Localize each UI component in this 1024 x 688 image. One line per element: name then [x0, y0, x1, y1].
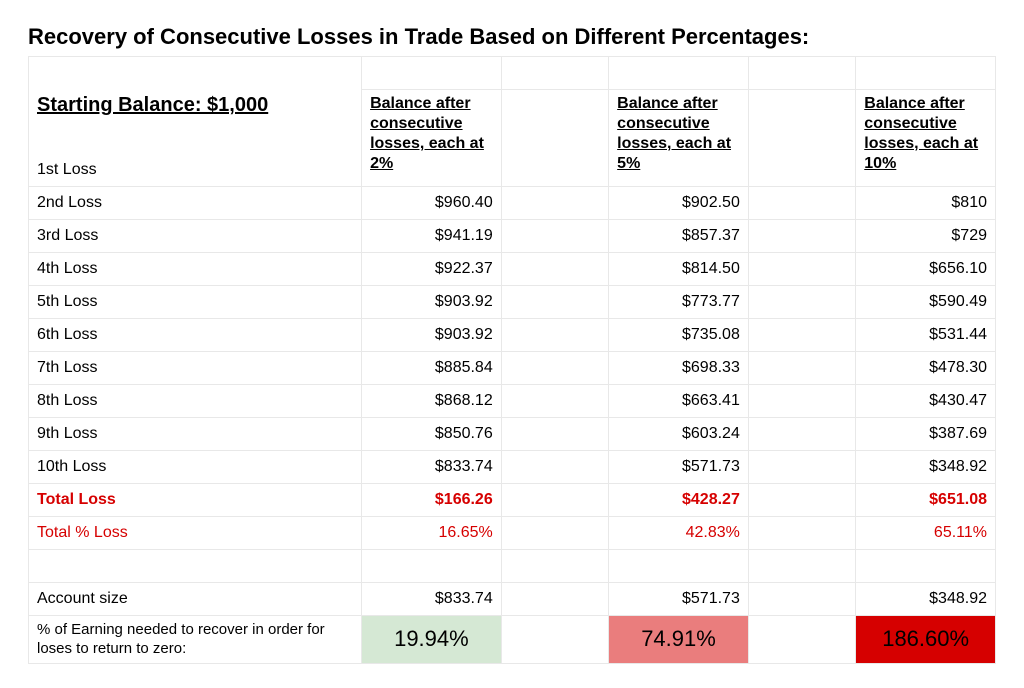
- table-row: 6th Loss $903.92 $735.08 $531.44: [29, 318, 996, 351]
- row-label: 4th Loss: [29, 252, 362, 285]
- recovery-2pct: 19.94%: [362, 615, 502, 663]
- cell-value: $166.26: [362, 483, 502, 516]
- cell-value: $663.41: [609, 384, 749, 417]
- table-row: 5th Loss $903.92 $773.77 $590.49: [29, 285, 996, 318]
- table-row: 8th Loss $868.12 $663.41 $430.47: [29, 384, 996, 417]
- recovery-5pct: 74.91%: [609, 615, 749, 663]
- table-row: 2nd Loss $960.40 $902.50 $810: [29, 186, 996, 219]
- row-label: Account size: [29, 582, 362, 615]
- table-row: 7th Loss $885.84 $698.33 $478.30: [29, 351, 996, 384]
- col-header-2pct: Balance after consecutive losses, each a…: [362, 90, 502, 187]
- cell-value: $656.10: [856, 252, 996, 285]
- cell-value: $603.24: [609, 417, 749, 450]
- row-label: 8th Loss: [29, 384, 362, 417]
- table-row: 3rd Loss $941.19 $857.37 $729: [29, 219, 996, 252]
- cell-value: $903.92: [362, 318, 502, 351]
- table-row: 9th Loss $850.76 $603.24 $387.69: [29, 417, 996, 450]
- cell-value: $810: [856, 186, 996, 219]
- row-label: 6th Loss: [29, 318, 362, 351]
- table-row: 4th Loss $922.37 $814.50 $656.10: [29, 252, 996, 285]
- cell-value: $735.08: [609, 318, 749, 351]
- account-size-row: Account size $833.74 $571.73 $348.92: [29, 582, 996, 615]
- row-label: 2nd Loss: [29, 186, 362, 219]
- cell-value: $814.50: [609, 252, 749, 285]
- row-label: Total Loss: [29, 483, 362, 516]
- cell-value: 42.83%: [609, 516, 749, 549]
- cell-value: $922.37: [362, 252, 502, 285]
- cell-value: $387.69: [856, 417, 996, 450]
- starting-balance: Starting Balance: $1,000: [29, 90, 362, 122]
- cell-value: $857.37: [609, 219, 749, 252]
- row-label: 5th Loss: [29, 285, 362, 318]
- cell-value: $348.92: [856, 450, 996, 483]
- table-row: [29, 549, 996, 582]
- cell-value: $833.74: [362, 582, 502, 615]
- table-row: [29, 57, 996, 90]
- cell-value: $571.73: [609, 450, 749, 483]
- table-row: Starting Balance: $1,000 Balance after c…: [29, 90, 996, 122]
- loss-table: Starting Balance: $1,000 Balance after c…: [28, 56, 996, 664]
- row-label: 3rd Loss: [29, 219, 362, 252]
- cell-value: $428.27: [609, 483, 749, 516]
- total-pct-loss-row: Total % Loss 16.65% 42.83% 65.11%: [29, 516, 996, 549]
- cell-value: $773.77: [609, 285, 749, 318]
- cell-value: $868.12: [362, 384, 502, 417]
- cell-value: $571.73: [609, 582, 749, 615]
- table-row: 10th Loss $833.74 $571.73 $348.92: [29, 450, 996, 483]
- recovery-label: % of Earning needed to recover in order …: [29, 615, 362, 663]
- col-header-10pct: Balance after consecutive losses, each a…: [856, 90, 996, 187]
- row-label: 7th Loss: [29, 351, 362, 384]
- cell-value: 65.11%: [856, 516, 996, 549]
- cell-value: $651.08: [856, 483, 996, 516]
- page-title: Recovery of Consecutive Losses in Trade …: [28, 24, 996, 50]
- cell-value: $430.47: [856, 384, 996, 417]
- row-label: 9th Loss: [29, 417, 362, 450]
- col-header-5pct: Balance after consecutive losses, each a…: [609, 90, 749, 187]
- row-label: 1st Loss: [29, 154, 362, 187]
- cell-value: $850.76: [362, 417, 502, 450]
- cell-value: $941.19: [362, 219, 502, 252]
- cell-value: $531.44: [856, 318, 996, 351]
- cell-value: $698.33: [609, 351, 749, 384]
- total-loss-row: Total Loss $166.26 $428.27 $651.08: [29, 483, 996, 516]
- recovery-row: % of Earning needed to recover in order …: [29, 615, 996, 663]
- row-label: Total % Loss: [29, 516, 362, 549]
- row-label: 10th Loss: [29, 450, 362, 483]
- cell-value: $478.30: [856, 351, 996, 384]
- cell-value: $729: [856, 219, 996, 252]
- cell-value: $590.49: [856, 285, 996, 318]
- cell-value: $885.84: [362, 351, 502, 384]
- cell-value: $960.40: [362, 186, 502, 219]
- cell-value: $833.74: [362, 450, 502, 483]
- cell-value: 16.65%: [362, 516, 502, 549]
- cell-value: $348.92: [856, 582, 996, 615]
- recovery-10pct: 186.60%: [856, 615, 996, 663]
- cell-value: $903.92: [362, 285, 502, 318]
- cell-value: $902.50: [609, 186, 749, 219]
